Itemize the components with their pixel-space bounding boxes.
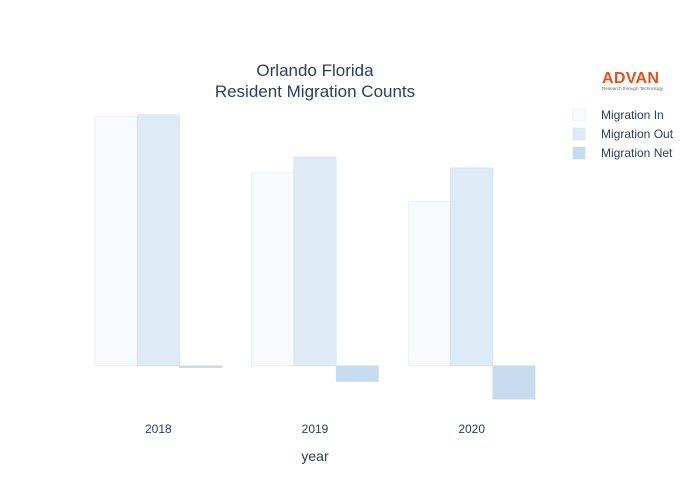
bar-migration-net-2019 <box>335 365 379 382</box>
legend: Migration In Migration Out Migration Net <box>572 108 674 160</box>
advan-logo-text: ADVAN <box>602 70 659 87</box>
chart-title: Orlando Florida Resident Migration Count… <box>215 61 415 101</box>
legend-swatch <box>572 108 586 122</box>
x-tick-label-2018: 2018 <box>145 422 172 436</box>
bar-migration-in-2018 <box>94 116 138 367</box>
x-tick-label-2020: 2020 <box>458 422 485 436</box>
legend-item-migration-out[interactable]: Migration Out <box>572 127 674 141</box>
advan-logo: ADVAN Research through Technology <box>602 70 664 91</box>
legend-item-migration-in[interactable]: Migration In <box>572 108 664 122</box>
legend-swatch <box>572 146 586 160</box>
advan-logo-tagline: Research through Technology <box>602 86 664 91</box>
bars-layer <box>94 114 536 400</box>
chart-title-line-1: Orlando Florida <box>256 61 374 80</box>
bar-migration-out-2018 <box>136 114 180 367</box>
x-tick-label-2019: 2019 <box>302 422 329 436</box>
bar-migration-in-2019 <box>251 172 295 367</box>
legend-swatch <box>572 127 586 141</box>
x-tick-labels: 2018 2019 2020 <box>145 422 485 436</box>
chart-title-line-2: Resident Migration Counts <box>215 82 415 101</box>
legend-label: Migration Out <box>601 127 674 141</box>
bar-migration-net-2018 <box>179 365 223 368</box>
legend-item-migration-net[interactable]: Migration Net <box>572 146 673 160</box>
bar-migration-net-2020 <box>492 365 536 400</box>
legend-label: Migration Net <box>601 146 673 160</box>
legend-label: Migration In <box>601 108 664 122</box>
bar-migration-out-2020 <box>450 167 494 367</box>
x-axis-title: year <box>301 448 329 464</box>
bar-migration-out-2019 <box>293 156 337 367</box>
bar-migration-in-2020 <box>407 201 451 367</box>
